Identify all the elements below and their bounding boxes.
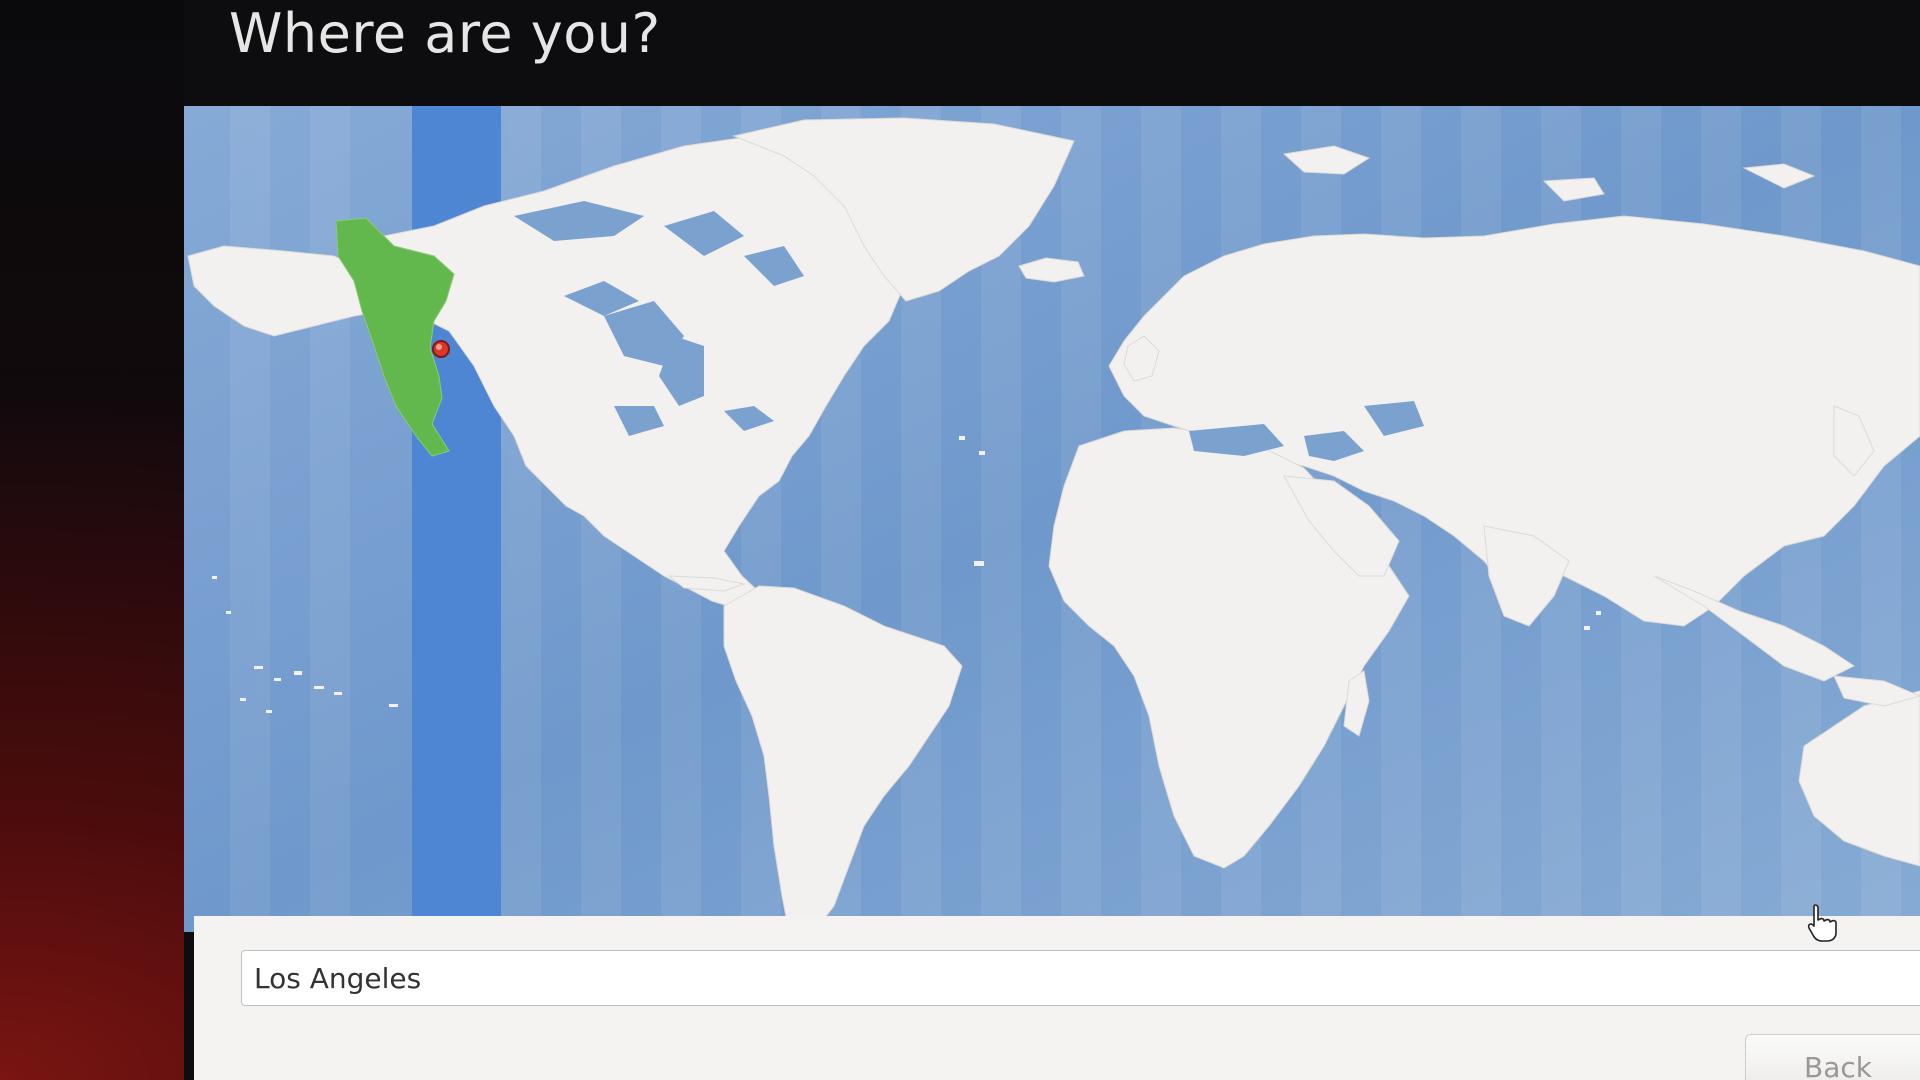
japan — [1833, 405, 1875, 477]
british-isles — [1123, 335, 1160, 382]
arctic-islands — [1742, 163, 1816, 189]
world-map-svg[interactable] — [184, 106, 1920, 932]
greenland — [732, 117, 1075, 302]
new-guinea — [1833, 675, 1920, 707]
location-pin-highlight — [436, 344, 442, 350]
novaya-zemlya — [1542, 177, 1605, 202]
southeast-asia — [1653, 575, 1855, 682]
pacific-islands — [212, 436, 1601, 713]
madagascar — [1343, 670, 1370, 737]
africa — [1048, 427, 1410, 869]
south-america — [723, 585, 963, 932]
timezone-map[interactable] — [184, 106, 1920, 932]
india — [1483, 525, 1570, 627]
page-title: Where are you? — [229, 2, 661, 65]
svalbard — [1282, 145, 1371, 175]
arabia — [1283, 475, 1400, 577]
hand-pointer-icon — [1807, 904, 1837, 942]
landmasses — [187, 117, 1920, 932]
location-input[interactable] — [241, 950, 1920, 1006]
iceland — [1018, 257, 1085, 283]
selected-timezone-region — [335, 217, 455, 457]
canadian-archipelago-water — [514, 201, 1424, 461]
back-button[interactable]: Back — [1745, 1034, 1920, 1080]
caribbean — [667, 575, 746, 592]
los-angeles-marker[interactable] — [432, 340, 450, 358]
